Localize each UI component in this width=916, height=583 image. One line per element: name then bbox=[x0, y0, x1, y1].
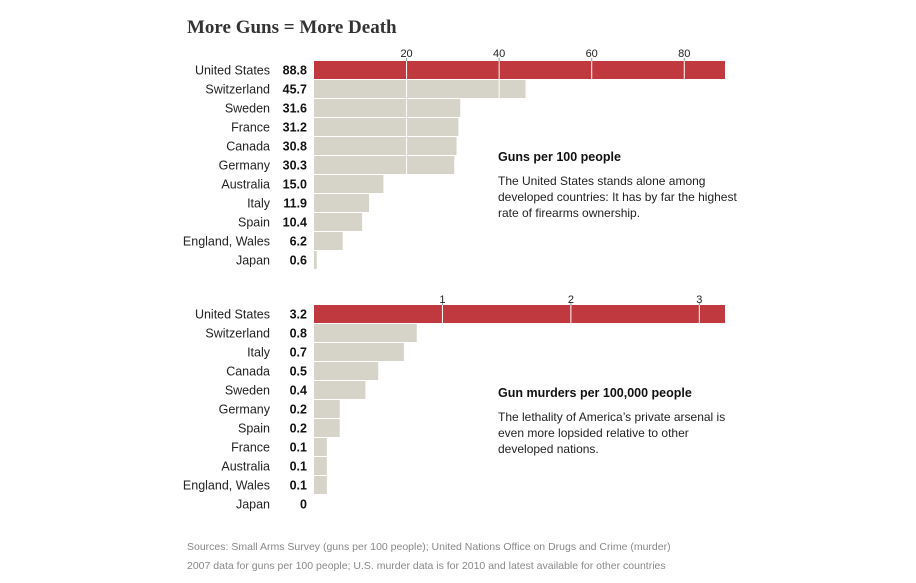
murders-value-label: 0.1 bbox=[290, 460, 307, 474]
guns-tick-label: 20 bbox=[400, 48, 412, 60]
murders-category-label: England, Wales bbox=[183, 479, 270, 493]
murders-value-label: 0.2 bbox=[290, 403, 307, 417]
murders-value-label: 0.1 bbox=[290, 441, 307, 455]
guns-tick-label: 40 bbox=[493, 48, 505, 60]
guns-bar bbox=[314, 251, 317, 269]
guns-category-label: Sweden bbox=[225, 102, 270, 116]
guns-annotation-body: The United States stands alone among dev… bbox=[498, 174, 737, 220]
guns-bar bbox=[314, 80, 526, 98]
guns-value-label: 31.6 bbox=[283, 102, 307, 116]
guns-value-label: 11.9 bbox=[283, 197, 307, 211]
murders-annotation: Gun murders per 100,000 people The letha… bbox=[498, 386, 738, 457]
murders-chart-panel: United States 3.2 Switzerland 0.8 Italy 0.7 Ca… bbox=[183, 294, 725, 513]
guns-bar bbox=[314, 137, 457, 155]
murders-category-label: Italy bbox=[247, 346, 271, 360]
guns-value-label: 88.8 bbox=[283, 64, 307, 78]
murders-bar bbox=[314, 438, 327, 456]
murders-value-label: 3.2 bbox=[290, 308, 307, 322]
murders-bar bbox=[314, 305, 725, 323]
chart-title: More Guns = More Death bbox=[187, 17, 397, 38]
guns-bar bbox=[314, 99, 461, 117]
guns-value-label: 6.2 bbox=[290, 235, 307, 249]
guns-tick-label: 60 bbox=[586, 48, 598, 60]
murders-bar bbox=[314, 381, 366, 399]
murders-bar bbox=[314, 362, 379, 380]
guns-category-label: Canada bbox=[226, 140, 270, 154]
murders-bar bbox=[314, 457, 327, 475]
guns-tick-label: 80 bbox=[678, 48, 690, 60]
guns-category-label: Switzerland bbox=[205, 83, 270, 97]
guns-bar bbox=[314, 232, 343, 250]
murders-bar bbox=[314, 419, 340, 437]
guns-category-label: England, Wales bbox=[183, 235, 270, 249]
murders-value-label: 0 bbox=[300, 498, 307, 512]
guns-bar bbox=[314, 194, 370, 212]
murders-bar bbox=[314, 343, 404, 361]
data-note-line: 2007 data for guns per 100 people; U.S. … bbox=[187, 560, 666, 572]
guns-value-label: 15.0 bbox=[283, 178, 307, 192]
guns-value-label: 30.3 bbox=[283, 159, 307, 173]
murders-category-label: Germany bbox=[219, 403, 271, 417]
murders-tick-label: 1 bbox=[439, 294, 445, 306]
murders-tick-label: 3 bbox=[696, 294, 702, 306]
murders-value-label: 0.1 bbox=[290, 479, 307, 493]
murders-category-label: Australia bbox=[221, 460, 270, 474]
murders-category-label: France bbox=[231, 441, 270, 455]
guns-value-label: 31.2 bbox=[283, 121, 307, 135]
guns-value-label: 10.4 bbox=[283, 216, 307, 230]
source-line: Sources: Small Arms Survey (guns per 100… bbox=[187, 541, 671, 553]
murders-annotation-body: The lethality of America’s private arsen… bbox=[498, 410, 726, 456]
murders-category-label: Sweden bbox=[225, 384, 270, 398]
murders-value-label: 0.7 bbox=[290, 346, 307, 360]
murders-category-label: Japan bbox=[236, 498, 270, 512]
murders-category-label: United States bbox=[195, 308, 270, 322]
murders-category-label: Canada bbox=[226, 365, 270, 379]
guns-category-label: United States bbox=[195, 64, 270, 78]
guns-category-label: Spain bbox=[238, 216, 270, 230]
guns-annotation: Guns per 100 people The United States st… bbox=[498, 150, 738, 221]
guns-category-label: France bbox=[231, 121, 270, 135]
guns-chart-panel: United States 88.8 Switzerland 45.7 Sweden 31… bbox=[183, 48, 725, 269]
murders-value-label: 0.5 bbox=[290, 365, 307, 379]
murders-tick-label: 2 bbox=[568, 294, 574, 306]
guns-bar bbox=[314, 118, 459, 136]
guns-bar bbox=[314, 156, 455, 174]
murders-category-label: Spain bbox=[238, 422, 270, 436]
murders-value-label: 0.8 bbox=[290, 327, 307, 341]
guns-bar bbox=[314, 61, 725, 79]
murders-annotation-title: Gun murders per 100,000 people bbox=[498, 386, 692, 400]
murders-bar bbox=[314, 400, 340, 418]
murders-value-label: 0.4 bbox=[290, 384, 307, 398]
guns-category-label: Japan bbox=[236, 254, 270, 268]
guns-value-label: 45.7 bbox=[283, 83, 307, 97]
murders-bar bbox=[314, 476, 327, 494]
murders-category-label: Switzerland bbox=[205, 327, 270, 341]
guns-annotation-title: Guns per 100 people bbox=[498, 150, 621, 164]
guns-bar bbox=[314, 213, 363, 231]
guns-category-label: Australia bbox=[221, 178, 270, 192]
guns-bar bbox=[314, 175, 384, 193]
guns-value-label: 30.8 bbox=[283, 140, 307, 154]
murders-value-label: 0.2 bbox=[290, 422, 307, 436]
guns-value-label: 0.6 bbox=[290, 254, 307, 268]
murders-bar bbox=[314, 324, 417, 342]
guns-category-label: Italy bbox=[247, 197, 271, 211]
guns-category-label: Germany bbox=[219, 159, 271, 173]
